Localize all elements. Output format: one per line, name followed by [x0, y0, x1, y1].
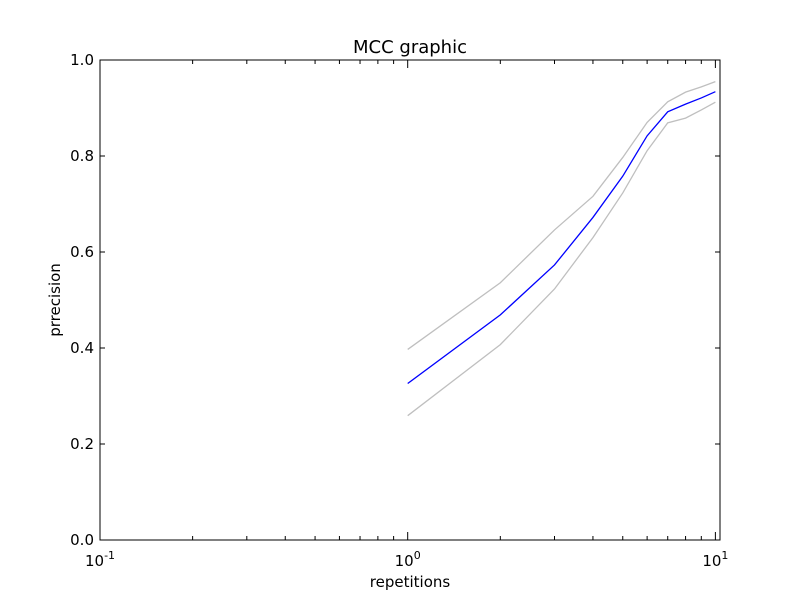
- x-tick-label: 10-1: [85, 549, 115, 570]
- ticks-layer: 0.0 0.2 0.4 0.6 0.8 1.0 10-1 100 101: [70, 51, 728, 570]
- series-line-lower: [407, 101, 716, 417]
- y-tick-label: 0.4: [70, 339, 94, 357]
- y-tick-label: 0.2: [70, 435, 94, 453]
- x-axis-label: repetitions: [370, 573, 451, 591]
- series-layer: [407, 80, 716, 417]
- x-tick-label: 100: [395, 549, 421, 570]
- x-tick-label: 101: [702, 549, 728, 570]
- y-axis-label: prrecision: [46, 263, 64, 337]
- y-tick-label: 0.0: [70, 531, 94, 549]
- series-line-mean: [407, 91, 716, 385]
- series-line-upper: [407, 80, 716, 350]
- chart-title: MCC graphic: [353, 37, 467, 58]
- plot-frame: [99, 59, 721, 541]
- y-tick-label: 0.8: [70, 147, 94, 165]
- y-tick-label: 1.0: [70, 51, 94, 69]
- y-tick-label: 0.6: [70, 243, 94, 261]
